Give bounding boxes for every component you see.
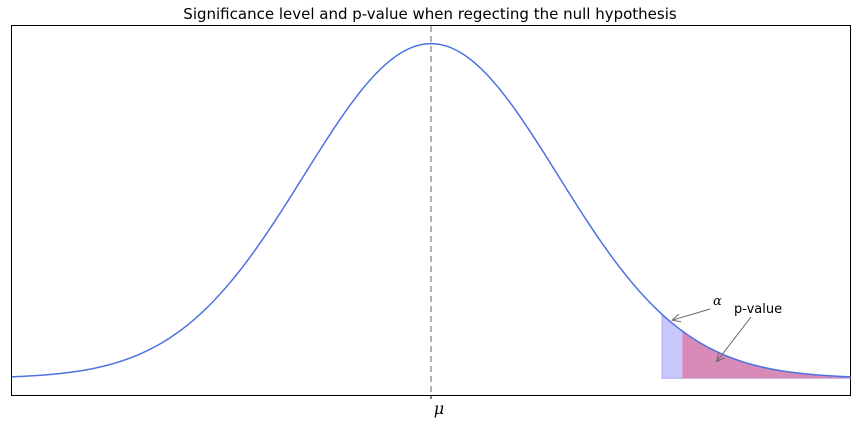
p-value-region — [682, 331, 850, 379]
alpha-arrow — [672, 308, 711, 320]
p-value-arrow — [717, 316, 752, 362]
normal-curve — [11, 42, 851, 378]
curve-layer — [11, 26, 851, 395]
annotations: α p-value — [672, 294, 782, 362]
alpha-annotation-label: α — [713, 294, 722, 309]
chart-title: Significance level and p-value when rege… — [183, 5, 677, 23]
x-ticks: μ — [430, 395, 444, 418]
shaded-regions — [661, 313, 851, 379]
x-tick-label: μ — [434, 399, 444, 418]
p-value-annotation-label: p-value — [734, 302, 782, 317]
